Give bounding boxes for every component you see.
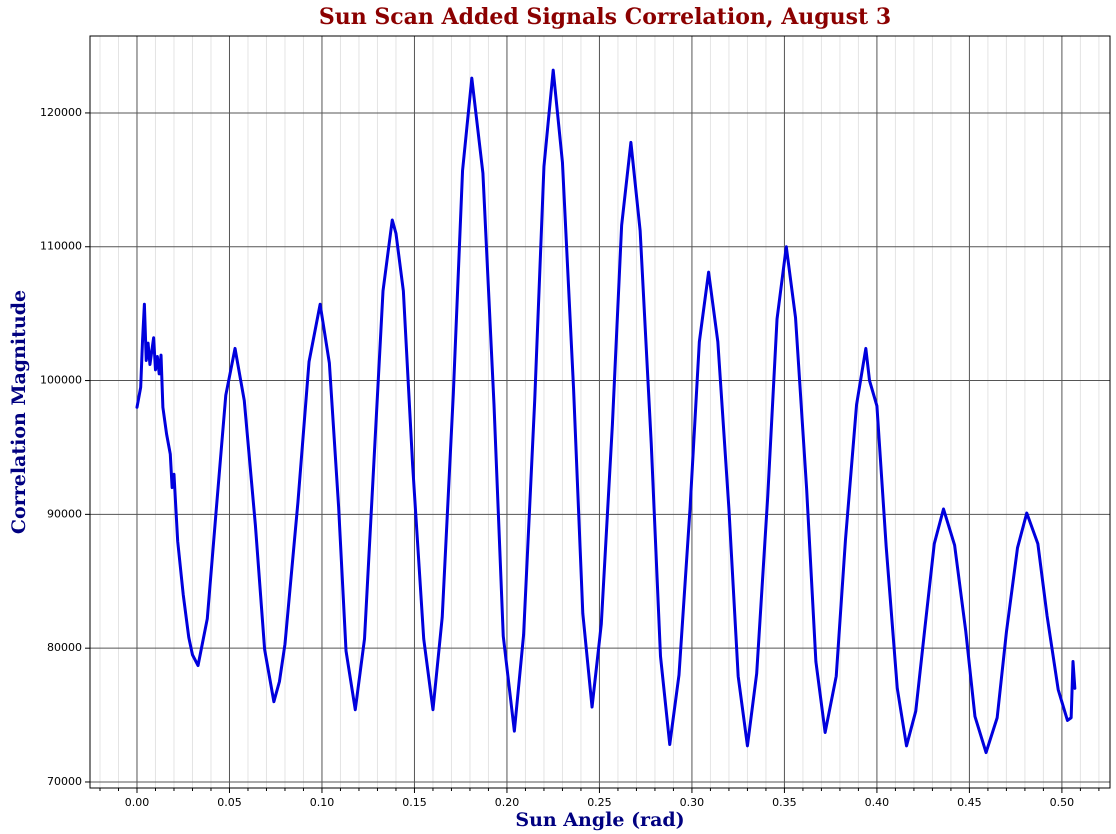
x-tick-label: 0.00	[125, 796, 150, 809]
x-tick-label: 0.35	[772, 796, 797, 809]
y-tick-label: 100000	[40, 374, 82, 387]
x-tick-label: 0.50	[1050, 796, 1075, 809]
y-tick-label: 90000	[47, 507, 82, 520]
data-line	[135, 68, 1077, 755]
y-tick-label: 80000	[47, 641, 82, 654]
plot-frame	[89, 35, 1111, 789]
y-tick-label: 70000	[47, 775, 82, 788]
x-tick-label: 0.10	[310, 796, 335, 809]
x-tick-label: 0.05	[217, 796, 242, 809]
x-tick-label: 0.45	[957, 796, 982, 809]
x-tick-label: 0.20	[495, 796, 520, 809]
y-tick-label: 110000	[40, 240, 82, 253]
x-tick-label: 0.25	[587, 796, 612, 809]
x-axis-label: Sun Angle (rad)	[515, 809, 684, 831]
x-tick-label: 0.30	[680, 796, 705, 809]
y-axis-label: Correlation Magnitude	[8, 290, 30, 534]
x-tick-label: 0.15	[402, 796, 427, 809]
chart-title: Sun Scan Added Signals Correlation, Augu…	[319, 4, 891, 30]
x-tick-label: 0.40	[865, 796, 890, 809]
y-tick-label: 120000	[40, 106, 82, 119]
